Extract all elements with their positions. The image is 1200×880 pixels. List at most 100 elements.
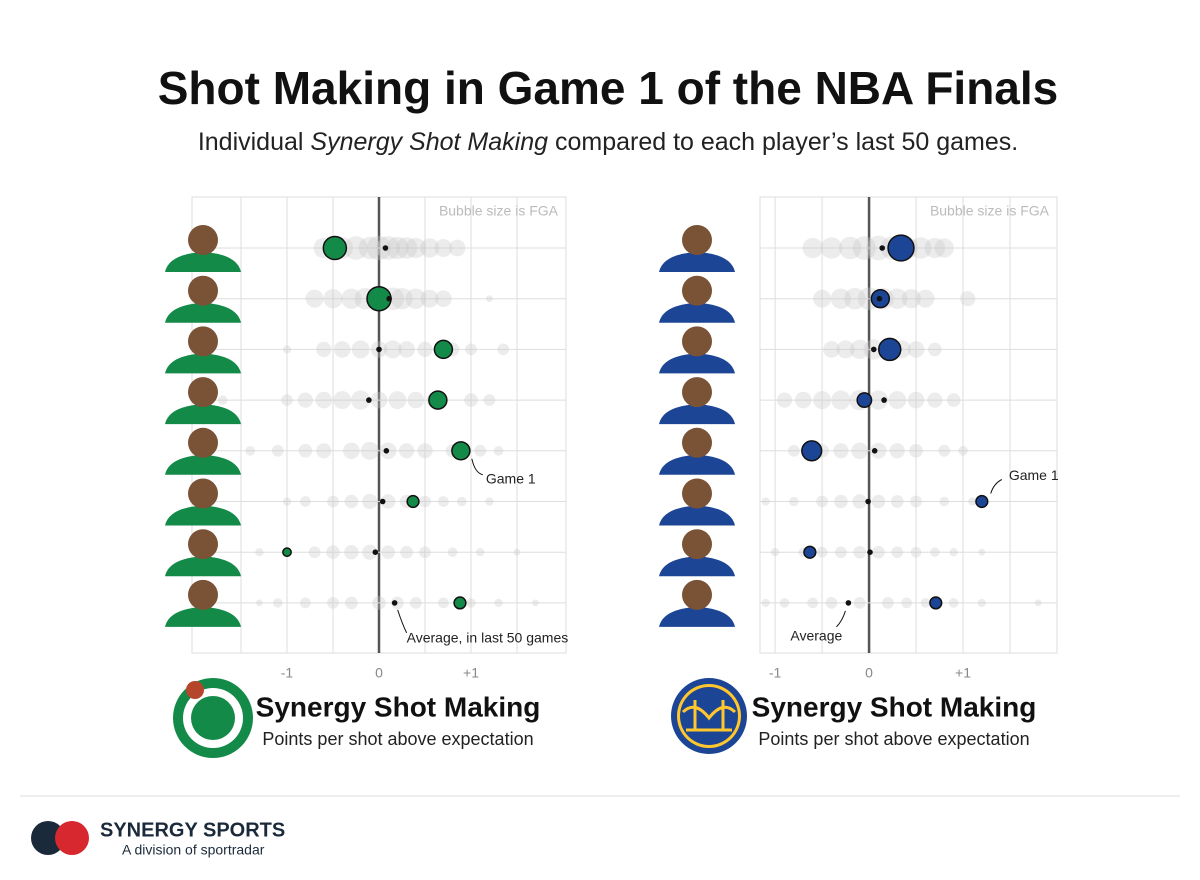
history-bubble bbox=[255, 548, 264, 557]
average-dot bbox=[871, 448, 878, 454]
history-bubble bbox=[910, 546, 922, 558]
player-photo bbox=[659, 478, 735, 526]
history-bubble bbox=[271, 444, 284, 457]
head bbox=[682, 529, 712, 560]
jersey bbox=[659, 353, 735, 374]
history-bubble bbox=[344, 236, 368, 260]
history-bubble bbox=[420, 238, 440, 258]
average-dot bbox=[881, 397, 887, 403]
history-bubble bbox=[927, 392, 943, 408]
x-tick-label: +1 bbox=[463, 665, 479, 681]
history-bubble bbox=[465, 343, 477, 356]
history-bubble bbox=[852, 494, 867, 509]
celtics-logo bbox=[173, 678, 253, 758]
player-photo bbox=[165, 427, 241, 475]
history-bubble bbox=[939, 496, 950, 507]
size-note: Bubble size is FGA bbox=[439, 203, 559, 219]
history-bubble bbox=[853, 545, 867, 559]
player-photo bbox=[659, 275, 735, 323]
annotation-line bbox=[471, 458, 484, 476]
history-bubble bbox=[770, 548, 780, 557]
head bbox=[682, 326, 712, 357]
history-bubble bbox=[388, 391, 407, 410]
player-photo bbox=[165, 225, 241, 272]
player-photo bbox=[659, 427, 735, 475]
history-bubble bbox=[916, 289, 935, 308]
history-bubble bbox=[327, 495, 339, 508]
history-bubble bbox=[333, 391, 352, 410]
history-bubble bbox=[256, 599, 263, 607]
history-bubble bbox=[978, 548, 986, 556]
history-bubble bbox=[360, 441, 379, 460]
history-bubble bbox=[977, 598, 986, 608]
game1-bubble bbox=[803, 545, 817, 559]
history-bubble bbox=[779, 598, 790, 608]
x-tick-label: +1 bbox=[955, 665, 971, 681]
history-bubble bbox=[888, 391, 907, 410]
history-bubble bbox=[830, 288, 852, 309]
game1-bubble bbox=[406, 494, 420, 509]
player-photo bbox=[659, 225, 735, 272]
history-bubble bbox=[308, 546, 321, 559]
history-bubble bbox=[871, 494, 886, 509]
average-dot bbox=[386, 295, 392, 302]
history-bubble bbox=[868, 390, 889, 410]
history-bubble bbox=[323, 289, 343, 309]
history-bubble bbox=[395, 237, 418, 259]
history-bubble bbox=[789, 496, 799, 507]
history-bubble bbox=[419, 495, 431, 508]
annotation-line bbox=[836, 610, 846, 628]
jersey bbox=[165, 505, 241, 526]
history-bubble bbox=[381, 494, 396, 509]
head bbox=[682, 377, 712, 408]
history-bubble bbox=[928, 342, 942, 357]
head bbox=[188, 275, 218, 306]
history-bubble bbox=[948, 598, 959, 608]
history-bubble bbox=[305, 289, 324, 308]
history-bubble bbox=[788, 444, 800, 457]
history-bubble bbox=[825, 597, 838, 609]
history-bubble bbox=[391, 287, 413, 310]
average-dot bbox=[391, 600, 398, 606]
history-bubble bbox=[434, 239, 453, 257]
average-dot bbox=[879, 245, 886, 251]
history-bubble bbox=[345, 596, 358, 610]
history-bubble bbox=[419, 546, 431, 559]
game1-bubble bbox=[887, 234, 915, 262]
history-bubble bbox=[813, 391, 832, 410]
player-photo bbox=[165, 579, 241, 627]
history-bubble bbox=[341, 288, 362, 309]
jersey bbox=[165, 353, 241, 374]
history-bubble bbox=[820, 237, 843, 259]
head bbox=[188, 225, 218, 255]
average-dot bbox=[382, 245, 389, 251]
x-axis-subtitle: Points per shot above expectation bbox=[262, 729, 533, 749]
history-bubble bbox=[217, 395, 228, 405]
history-bubble bbox=[1034, 599, 1042, 607]
history-bubble bbox=[316, 341, 332, 357]
x-axis-subtitle: Points per shot above expectation bbox=[758, 729, 1029, 749]
history-bubble bbox=[968, 497, 977, 506]
history-bubble bbox=[823, 341, 840, 358]
history-bubble bbox=[282, 497, 292, 506]
history-bubble bbox=[960, 291, 976, 307]
jersey bbox=[165, 454, 241, 475]
history-bubble bbox=[383, 340, 402, 359]
head bbox=[682, 478, 712, 509]
history-bubble bbox=[802, 237, 823, 259]
game1-bubble bbox=[428, 390, 448, 410]
game1-bubble bbox=[975, 494, 989, 509]
history-bubble bbox=[833, 443, 849, 459]
history-bubble bbox=[834, 494, 848, 509]
plot-area bbox=[759, 196, 1058, 654]
game1-bubble bbox=[433, 339, 454, 360]
history-bubble bbox=[407, 391, 425, 409]
history-bubble bbox=[398, 341, 415, 358]
history-bubble bbox=[326, 545, 340, 559]
history-bubble bbox=[920, 598, 931, 608]
history-bubble bbox=[890, 495, 904, 508]
head bbox=[188, 326, 218, 357]
history-bubble bbox=[315, 391, 333, 409]
history-bubble bbox=[282, 345, 292, 354]
history-bubble bbox=[300, 496, 311, 507]
